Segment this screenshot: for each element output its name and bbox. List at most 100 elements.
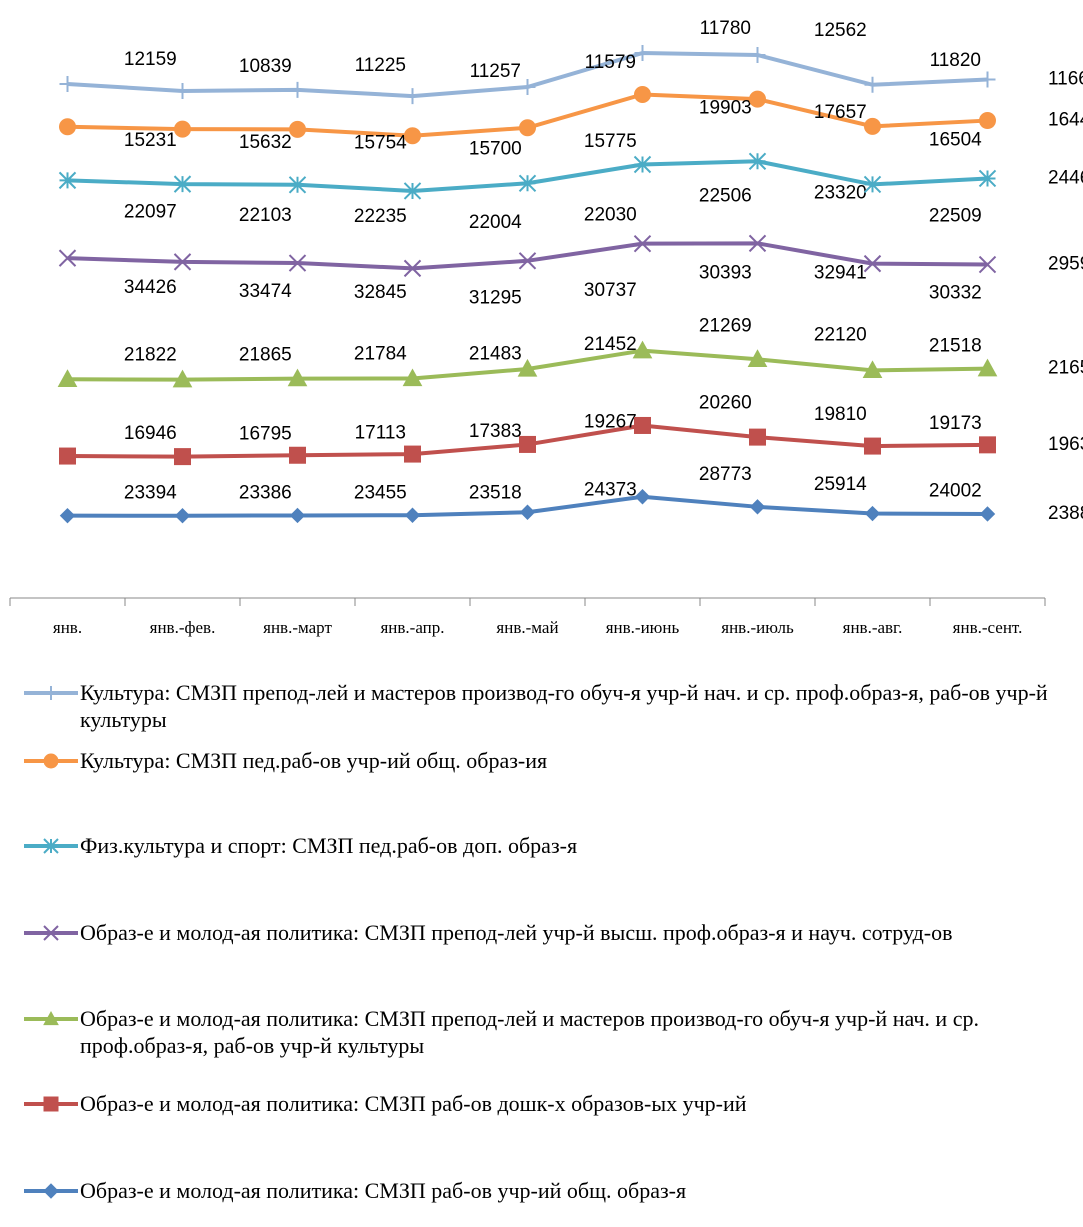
series: 21822 21865 21784 21483 21452 21269 22120 21518… (57, 316, 1083, 388)
x-tick-label: янв.-фев. (150, 618, 216, 637)
marker (747, 349, 768, 367)
marker (403, 182, 422, 200)
data-label: 21865 (239, 345, 292, 366)
data-label: 19903 (699, 97, 752, 118)
marker (979, 506, 996, 522)
marker (287, 368, 308, 387)
marker (633, 155, 652, 174)
marker (43, 838, 59, 854)
marker (43, 1096, 59, 1112)
marker (404, 507, 421, 523)
legend-item: Образ-е и молод-ая политика: СМЗП раб-ов… (22, 1090, 1062, 1117)
data-label: 24464 (1048, 167, 1083, 188)
marker (864, 437, 881, 455)
data-label: 30332 (929, 283, 982, 304)
marker (519, 435, 536, 453)
marker (863, 175, 882, 194)
marker (749, 90, 766, 108)
data-label: 15700 (469, 139, 522, 160)
data-label: 22097 (124, 201, 177, 222)
marker (519, 119, 536, 137)
marker (174, 508, 191, 524)
legend-label: Культура: СМЗП пед.раб-ов учр-ий общ. об… (80, 748, 548, 773)
data-label: 21784 (354, 344, 407, 365)
legend-label: Образ-е и молод-ая политика: СМЗП препод… (80, 920, 953, 945)
data-label: 17383 (469, 421, 522, 442)
data-label: 21452 (584, 334, 637, 355)
x-tick-label: янв.-сент. (953, 618, 1023, 637)
marker (174, 120, 191, 138)
x-tick-label: янв.-апр. (380, 618, 444, 637)
chart: янв. янв.-фев. янв.-март янв.-апр. янв.-май я… (9, 18, 1083, 637)
marker (632, 340, 653, 359)
marker (749, 499, 766, 515)
data-label: 19810 (814, 404, 867, 425)
marker (404, 127, 421, 145)
data-label: 11820 (930, 50, 981, 71)
data-label: 22235 (354, 206, 407, 227)
marker (979, 71, 996, 88)
legend-swatch (24, 1096, 78, 1112)
data-label: 34426 (124, 277, 177, 298)
marker (519, 79, 536, 96)
data-label: 21654 (1048, 358, 1083, 379)
marker (634, 45, 651, 61)
data-label: 19267 (584, 411, 637, 432)
marker (43, 1010, 59, 1026)
data-label: 21822 (124, 344, 177, 365)
marker (862, 360, 883, 379)
data-label: 23320 (814, 182, 867, 203)
data-label: 16795 (239, 424, 292, 445)
data-label: 17113 (355, 422, 406, 443)
data-label: 22030 (584, 204, 637, 225)
marker (59, 507, 76, 524)
data-label: 19173 (929, 413, 982, 434)
marker (518, 252, 537, 270)
marker (748, 152, 767, 171)
data-label: 24373 (584, 479, 637, 500)
data-label: 22120 (814, 324, 867, 345)
legend-swatch (24, 686, 78, 700)
marker (978, 169, 997, 188)
marker (634, 416, 651, 434)
marker (519, 504, 536, 520)
data-label: 22103 (239, 205, 292, 226)
data-label: 11257 (470, 61, 521, 82)
marker (43, 925, 59, 941)
series: 16946 16795 17113 17383 19267 20260 19810 19173… (59, 392, 1083, 466)
x-tick-label: янв.-май (496, 618, 558, 637)
marker (404, 88, 421, 105)
legend-label: Культура: СМЗП препод-лей и мастеров про… (80, 680, 1048, 732)
data-label: 11579 (585, 52, 636, 73)
series: 15231 15632 15754 15700 15775 19903 17657 16504… (59, 85, 1083, 160)
data-label: 23518 (469, 482, 522, 503)
marker (43, 753, 59, 769)
legend-label: Физ.культура и спорт: СМЗП пед.раб-ов до… (80, 833, 578, 858)
marker (633, 234, 652, 253)
marker (403, 259, 422, 278)
data-label: 21518 (929, 335, 982, 356)
data-label: 16946 (124, 423, 177, 444)
data-label: 23888 (1048, 503, 1083, 524)
data-label: 28773 (699, 464, 752, 485)
marker (748, 234, 767, 253)
marker (518, 174, 537, 192)
series: 12159 10839 11225 11257 11579 11780 12562 11820… (59, 18, 1083, 105)
marker (43, 1183, 59, 1199)
data-label: 11225 (355, 55, 406, 76)
data-label: 29592 (1048, 254, 1083, 275)
data-label: 30393 (699, 263, 752, 284)
marker (58, 171, 77, 190)
marker (289, 507, 306, 524)
data-label: 24002 (929, 481, 982, 502)
marker (289, 446, 306, 464)
x-tick-label: янв.-июль (721, 618, 794, 637)
data-label: 19637 (1048, 434, 1083, 455)
marker (517, 358, 538, 377)
data-label: 23386 (239, 483, 292, 504)
marker (172, 369, 193, 388)
x-tick-label: янв.-июнь (606, 618, 680, 637)
marker (288, 176, 307, 194)
marker (978, 255, 997, 274)
data-label: 15231 (124, 130, 177, 151)
